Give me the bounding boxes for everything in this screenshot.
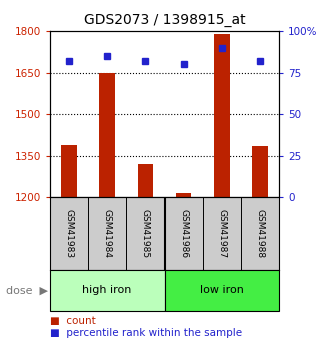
Bar [253, 146, 268, 197]
Text: ■  percentile rank within the sample: ■ percentile rank within the sample [50, 328, 242, 338]
Bar [164, 270, 279, 310]
Text: GSM41984: GSM41984 [103, 209, 112, 258]
Bar [61, 145, 76, 197]
Bar [138, 164, 153, 197]
Bar [176, 193, 191, 197]
Title: GDS2073 / 1398915_at: GDS2073 / 1398915_at [84, 13, 245, 27]
Text: GSM41987: GSM41987 [217, 209, 226, 258]
Bar [100, 72, 115, 197]
Bar [50, 270, 164, 310]
Text: GSM41985: GSM41985 [141, 209, 150, 258]
Bar [214, 34, 230, 197]
Text: GSM41988: GSM41988 [256, 209, 265, 258]
Text: GSM41983: GSM41983 [65, 209, 74, 258]
Text: dose  ▶: dose ▶ [6, 285, 48, 295]
Text: high iron: high iron [82, 285, 132, 295]
Text: ■  count: ■ count [50, 316, 96, 326]
Text: low iron: low iron [200, 285, 244, 295]
Text: GSM41986: GSM41986 [179, 209, 188, 258]
